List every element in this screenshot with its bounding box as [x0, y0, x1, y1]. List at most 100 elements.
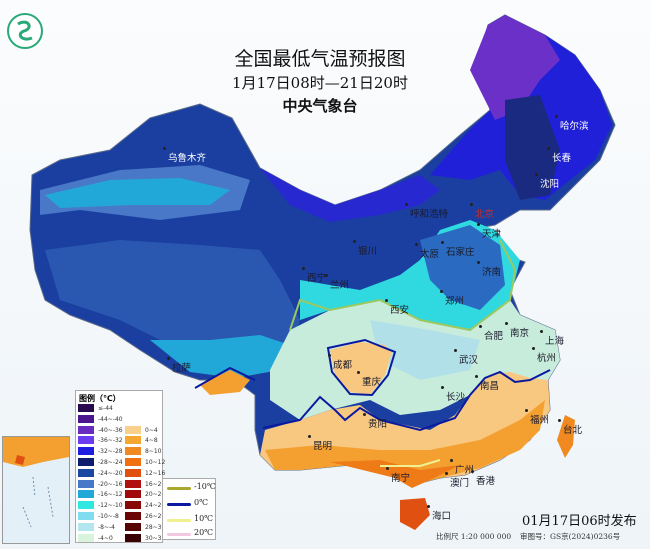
legend-swatch	[125, 501, 141, 510]
city-label: 西宁	[301, 267, 326, 284]
isoline-label: -10℃	[194, 482, 216, 491]
isoline-legend: -10℃ 0℃ 10℃ 20℃	[162, 478, 216, 540]
legend-label: -12~-10	[98, 502, 123, 510]
city-label: 广州	[449, 459, 474, 476]
city-label: 成都	[327, 354, 352, 371]
hainan	[400, 498, 430, 530]
zone-8-12	[330, 460, 460, 488]
city-label: 太原	[414, 243, 439, 260]
isoline-neg10c	[289, 239, 517, 332]
city-label: 西安	[384, 299, 409, 316]
city-label: 石家庄	[441, 241, 475, 258]
city-label: 长春	[546, 147, 571, 164]
zone-neg40	[470, 15, 560, 120]
zone-tibet-warm	[200, 370, 250, 395]
legend-label: -4~0	[98, 534, 113, 542]
legend-swatch	[125, 447, 141, 456]
legend-label: 30~32	[145, 534, 166, 542]
south-china-sea-inset	[2, 436, 70, 544]
legend-swatch	[78, 533, 94, 542]
forecast-period: 1月17日08时—21日20时	[232, 74, 408, 92]
city-label: 长沙	[440, 386, 465, 403]
city-label: 兰州	[324, 274, 349, 291]
legend-swatch	[125, 425, 141, 434]
legend-swatch	[78, 468, 94, 477]
zone-tibet-south	[150, 335, 290, 378]
agency-name: 中央气象台	[282, 97, 358, 115]
isoline-swatch	[167, 533, 191, 536]
city-label: 武汉	[453, 349, 478, 366]
city-label: 海口	[426, 505, 451, 522]
legend-label: 10~12	[145, 459, 166, 466]
legend-swatch	[78, 458, 94, 466]
legend-swatch	[78, 447, 94, 456]
isoline-10c	[380, 459, 441, 467]
city-label: 南京	[504, 322, 529, 339]
city-label: 哈尔滨	[555, 115, 589, 132]
isoline-label: 10℃	[194, 514, 214, 523]
city-label: 昆明	[307, 435, 332, 452]
city-label: 呼和浩特	[404, 203, 448, 220]
city-label: 澳门	[444, 472, 469, 489]
legend-swatch	[78, 414, 94, 423]
legend-swatch	[78, 436, 94, 445]
city-label: 郑州	[439, 290, 464, 307]
legend-swatch	[125, 468, 141, 477]
zone-neg28	[505, 95, 560, 200]
map-scale: 比例尺 1:20 000 000	[436, 532, 512, 541]
zone-tibet	[45, 240, 300, 355]
city-label: 重庆	[356, 371, 381, 388]
isoline-swatch	[167, 487, 191, 490]
legend-label: 12~16	[145, 469, 166, 477]
city-label: 拉萨	[166, 357, 191, 374]
legend-swatch	[125, 512, 141, 520]
legend-label: -10~-8	[98, 513, 119, 520]
issue-time: 01月17日06时发布	[522, 514, 637, 529]
taiwan	[557, 415, 575, 458]
legend-label: -20~-16	[98, 480, 123, 488]
legend-label: 26~28	[145, 513, 166, 520]
legend-label: 4~8	[145, 437, 158, 445]
legend-label: -40~-36	[98, 426, 123, 434]
cma-logo	[6, 12, 44, 50]
isoline-swatch	[167, 519, 191, 522]
legend-label: 8~10	[145, 448, 162, 456]
city-label: 济南	[476, 261, 501, 278]
zone-neg16-central	[420, 225, 505, 310]
isoline-label: 0℃	[194, 498, 209, 507]
legend-swatch	[125, 533, 141, 542]
legend-swatch	[78, 404, 94, 412]
map-title: 全国最低气温预报图	[234, 48, 406, 70]
legend-swatch	[78, 522, 94, 531]
isoline-label: 20℃	[194, 528, 214, 537]
city-label: 银川	[352, 240, 377, 257]
legend-label: -24~-20	[98, 469, 123, 477]
legend-swatch	[78, 501, 94, 510]
zone-neg8	[370, 320, 480, 380]
legend-label: 28~30	[145, 523, 166, 531]
legend-label: -16~-12	[98, 491, 123, 499]
legend-swatch	[125, 479, 141, 488]
legend-swatch	[78, 479, 94, 488]
city-label: 沈阳	[534, 173, 559, 190]
city-label: 南宁	[385, 467, 410, 484]
zone-north-mongolia	[260, 168, 440, 222]
legend-label: 16~20	[145, 480, 166, 488]
city-label: 福州	[524, 409, 549, 426]
isoline-0c-tibet	[194, 366, 256, 389]
legend-label: -32~-28	[98, 448, 123, 456]
legend-swatch	[78, 490, 94, 499]
legend-label: -36~-32	[98, 437, 123, 445]
city-label: 贵阳	[362, 413, 387, 430]
legend-label: ≤-44	[98, 405, 113, 412]
legend-swatch	[125, 458, 141, 466]
legend-label: -44~-40	[98, 415, 123, 423]
legend: 图例（℃） ≤-44 -44~-40 -40~-36 -36~-32 -32~-28 -2…	[75, 390, 166, 543]
city-label: 北京	[469, 203, 494, 220]
legend-label: -8~-4	[98, 523, 115, 531]
city-label: 香港	[470, 470, 495, 487]
isoline-0c-sichuan	[326, 338, 397, 397]
isoline-0c-main	[262, 369, 551, 432]
